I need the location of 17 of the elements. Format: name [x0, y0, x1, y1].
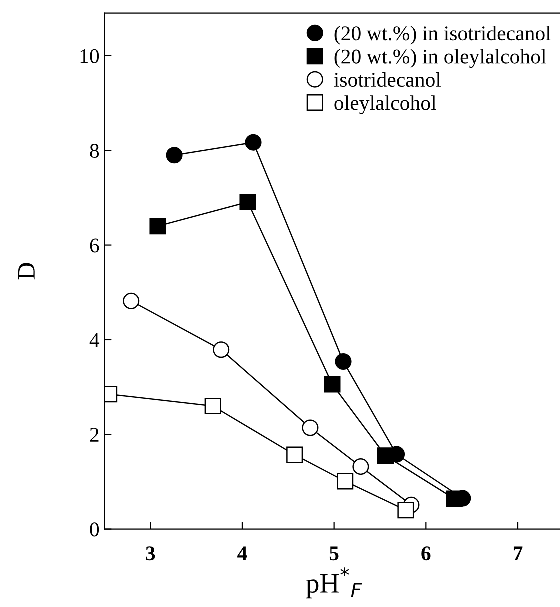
x-tick-label: 6 — [422, 546, 431, 561]
y-tick-label: 10 — [80, 49, 100, 64]
x-tick-label: 4 — [238, 546, 248, 560]
legend-label: oleylalcohol — [334, 96, 436, 115]
y-tick-label: 6 — [90, 238, 100, 253]
x-tick-label: 3 — [146, 546, 156, 561]
x-tick-label: 7 — [514, 546, 523, 560]
y-tick-label: 2 — [90, 428, 99, 442]
y-tick-label: 8 — [90, 144, 100, 158]
legend-label: (20 wt.%) in oleylalcohol — [334, 49, 546, 68]
y-tick-label: 0 — [90, 522, 100, 537]
x-tick-label: 5 — [330, 546, 339, 561]
y-tick-label: 4 — [90, 333, 100, 348]
legend-label: (20 wt.%) in isotridecanol — [334, 26, 552, 45]
y-axis-title: D — [18, 263, 35, 280]
legend-label: isotridecanol — [334, 72, 442, 88]
x-axis-title: pH$^{*}$$_{F}$ — [306, 568, 362, 599]
